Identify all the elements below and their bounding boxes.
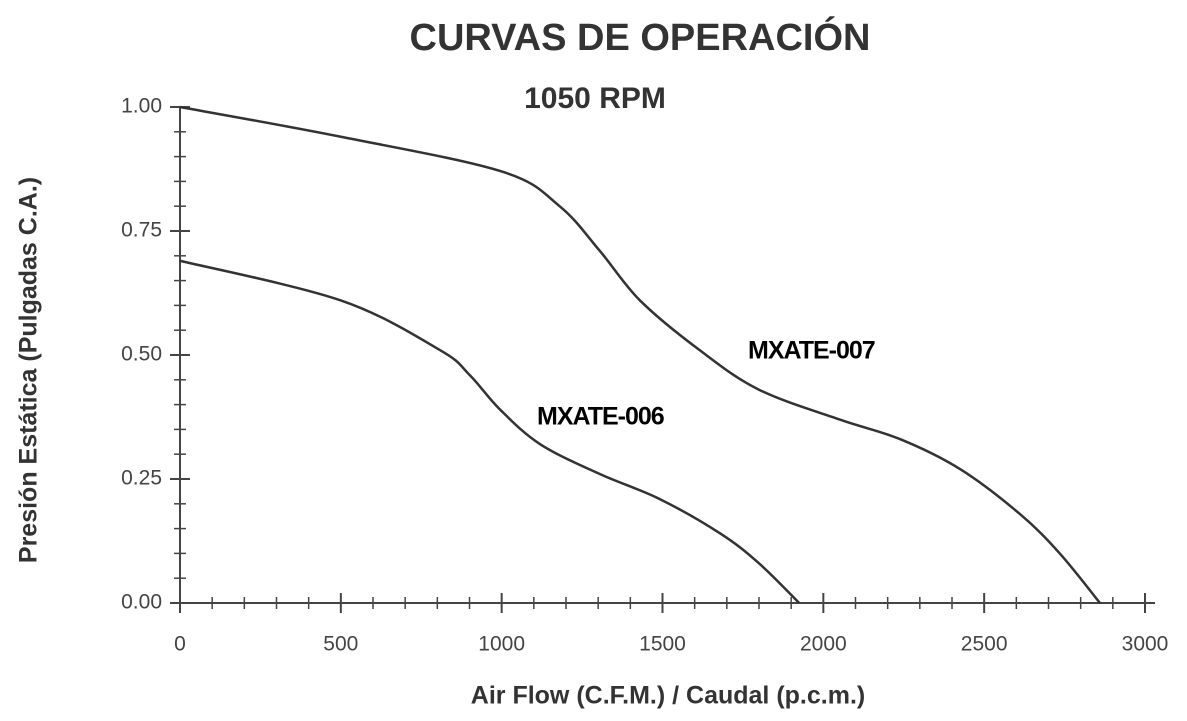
x-tick-label: 1500 (639, 633, 686, 656)
x-tick-label: 3000 (1122, 633, 1169, 656)
chart-subtitle: 1050 RPM (524, 82, 666, 115)
y-axis-title: Presión Estática (Pulgadas C.A.) (15, 177, 43, 563)
y-tick-label: 0.25 (121, 467, 162, 490)
curve (179, 259, 801, 604)
y-tick-label: 0.75 (121, 219, 162, 242)
y-tick-label: 0.50 (121, 343, 162, 366)
series-label: MXATE-007 (748, 337, 875, 365)
y-tick-label: 1.00 (121, 95, 162, 118)
x-axis-title: Air Flow (C.F.M.) / Caudal (p.c.m.) (471, 682, 865, 710)
curve (179, 105, 1101, 604)
y-tick-label: 0.00 (121, 591, 162, 614)
x-tick-label: 0 (174, 633, 186, 656)
x-tick-label: 500 (323, 633, 358, 656)
x-tick-label: 2500 (961, 633, 1008, 656)
chart-title: CURVAS DE OPERACIÓN (410, 15, 871, 59)
x-tick-label: 2000 (800, 633, 847, 656)
series-label: MXATE-006 (537, 403, 664, 431)
x-tick-label: 1000 (478, 633, 525, 656)
